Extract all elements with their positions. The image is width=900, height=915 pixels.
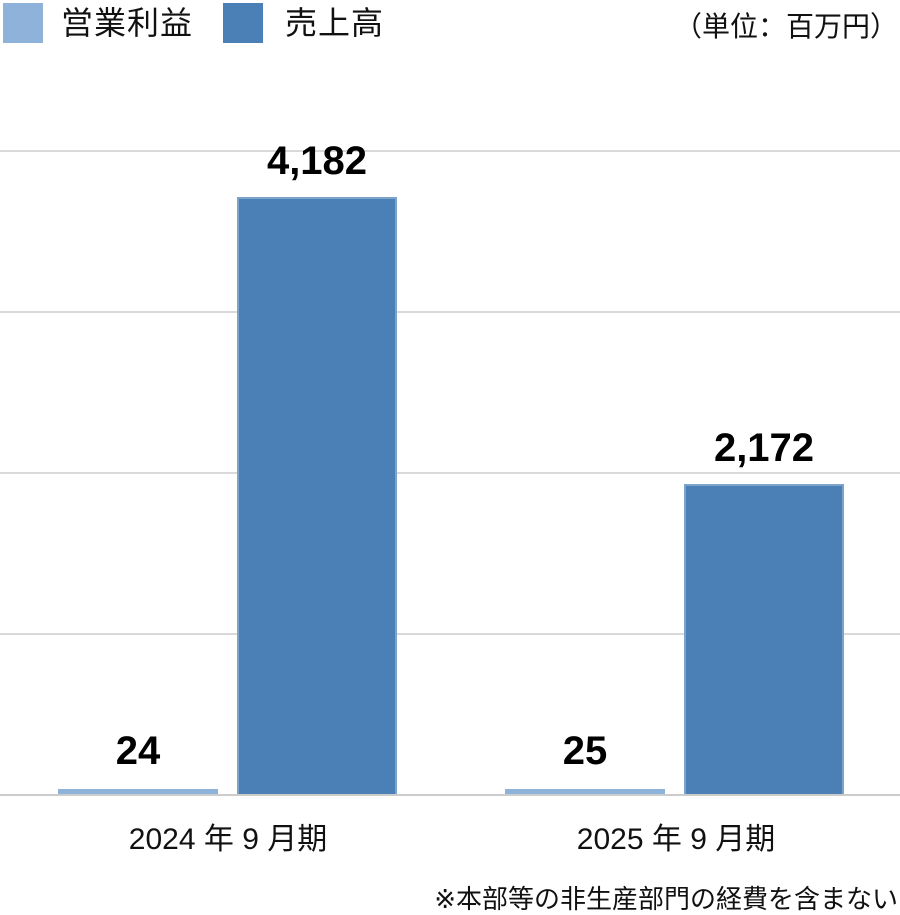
category-label-2024: 2024 年 9 月期 bbox=[128, 823, 328, 856]
category-label-2025: 2025 年 9 月期 bbox=[576, 823, 776, 856]
bar-net-sales-2024: 4,182 bbox=[237, 139, 397, 794]
legend-swatch-net-sales bbox=[223, 3, 264, 43]
unit-note: （単位：百万円） bbox=[673, 11, 898, 42]
legend: 営業利益 売上高 bbox=[3, 3, 384, 43]
bar-operating-profit-2024: 24 bbox=[58, 729, 218, 794]
legend-label-operating-profit: 営業利益 bbox=[61, 5, 194, 41]
bar-value-label: 24 bbox=[115, 729, 161, 773]
footnote: ※本部等の非生産部門の経費を含まない bbox=[434, 884, 898, 914]
gridline bbox=[0, 633, 900, 635]
bar-net-sales-2025: 2,172 bbox=[684, 426, 844, 794]
legend-swatch-operating-profit bbox=[3, 3, 43, 43]
plot-area: 24 4,182 25 2,172 bbox=[0, 139, 900, 796]
gridline bbox=[0, 472, 900, 474]
bar-value-label: 25 bbox=[562, 729, 608, 773]
gridline bbox=[0, 150, 900, 152]
bar-value-label: 2,172 bbox=[713, 426, 815, 470]
bar-operating-profit-2025: 25 bbox=[505, 729, 665, 794]
gridline bbox=[0, 311, 900, 313]
legend-label-net-sales: 売上高 bbox=[285, 5, 385, 41]
bar-value-label: 4,182 bbox=[266, 139, 368, 183]
